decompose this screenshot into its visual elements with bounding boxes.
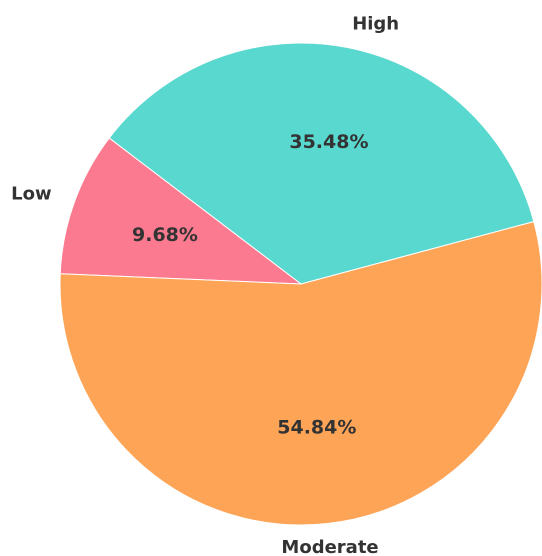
pie-slice-category-label: Moderate [281, 537, 378, 556]
pie-slice-category-label: High [352, 13, 399, 34]
pie-slice-moderate [59, 221, 542, 526]
pie-slice-percent-label: 35.48% [289, 131, 368, 153]
pie-slice-category-label: Low [11, 183, 51, 204]
pie-slice-low [59, 137, 303, 285]
pie-slice-percent-label: 54.84% [277, 417, 356, 439]
pie-slice-percent-label: 9.68% [132, 224, 198, 246]
pie-labels: 35.48% High 9.68% Low 54.84% Moderate [11, 13, 399, 556]
pie-slices [59, 42, 542, 526]
pie-slice-high [108, 42, 535, 285]
